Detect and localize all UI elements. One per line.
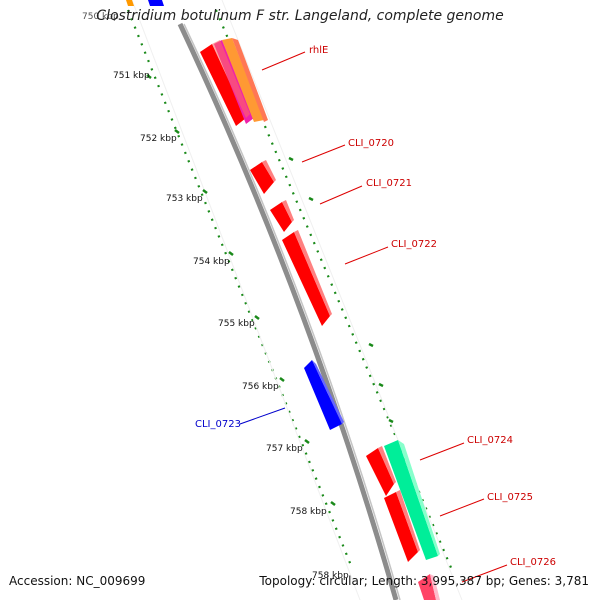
gene-CLI_0721-highlight [282, 200, 294, 222]
tick-marks [146, 74, 394, 506]
accession-label: Accession: NC_009699 [9, 574, 146, 588]
tick-label-756: 756 kbp [242, 382, 279, 392]
tick-label-752: 752 kbp [140, 134, 177, 144]
leader-line-reverse [239, 407, 286, 425]
tick-label-750: 750 kbp [82, 12, 119, 22]
tick-label-754: 754 kbp [193, 257, 230, 267]
gene-label-CLI_0724: CLI_0724 [467, 435, 513, 446]
gene-CLI_0725-highlight [396, 490, 420, 552]
partial-gene-orange [126, 0, 134, 6]
gene-label-CLI_0726: CLI_0726 [510, 557, 556, 568]
gene-label-CLI_0725: CLI_0725 [487, 492, 533, 503]
gene-label-CLI_0723: CLI_0723 [195, 419, 241, 430]
gene-CLI_0723 [304, 360, 342, 430]
lane-edge-right [221, 0, 463, 600]
gene-CLI_0726-highlight [430, 574, 440, 600]
genome-backbone [177, 22, 399, 600]
gene-CLI_0721 [270, 202, 292, 232]
gene-label-CLI_0720: CLI_0720 [348, 138, 394, 149]
gene-label-rhlE: rhlE [309, 45, 328, 56]
gene-rhlE-band-orange [222, 38, 264, 122]
gene-CLI_0725 [384, 492, 418, 562]
green-feature-highlight [398, 440, 440, 556]
tick-label-758-partial: 758 kbp [312, 571, 349, 581]
gene-CLI_0724 [366, 448, 394, 496]
partial-gene-blue [148, 0, 164, 6]
gene-CLI_0720-highlight [262, 160, 276, 182]
genome-title: Clostridium botulinum F str. Langeland, … [96, 8, 504, 24]
lane-edge-left [131, 0, 361, 600]
gene-CLI_0723-highlight [312, 360, 344, 424]
green-feature [384, 440, 438, 560]
tick-label-757: 757 kbp [266, 444, 303, 454]
tick-label-758: 758 kbp [290, 507, 327, 517]
leader-lines-forward [261, 51, 508, 583]
genome-stats-label: Topology: circular; Length: 3,995,387 bp… [259, 574, 589, 588]
gene-rhlE-shadow [212, 40, 250, 118]
inner-tick-track [126, 9, 354, 569]
gene-CLI_0720 [250, 162, 274, 194]
gene-rhlE-band-salmon [232, 38, 268, 122]
gene-label-CLI_0722: CLI_0722 [391, 239, 437, 250]
gene-CLI_0722-highlight [294, 230, 332, 316]
gene-rhlE-band-red [200, 44, 246, 126]
gene-CLI_0724-highlight [378, 446, 396, 484]
tick-label-751: 751 kbp [113, 71, 150, 81]
genome-backbone-shadow [183, 23, 401, 600]
gene-CLI_0722 [282, 232, 330, 326]
tick-label-755: 755 kbp [218, 319, 255, 329]
gene-label-CLI_0721: CLI_0721 [366, 178, 412, 189]
tick-label-753: 753 kbp [166, 194, 203, 204]
